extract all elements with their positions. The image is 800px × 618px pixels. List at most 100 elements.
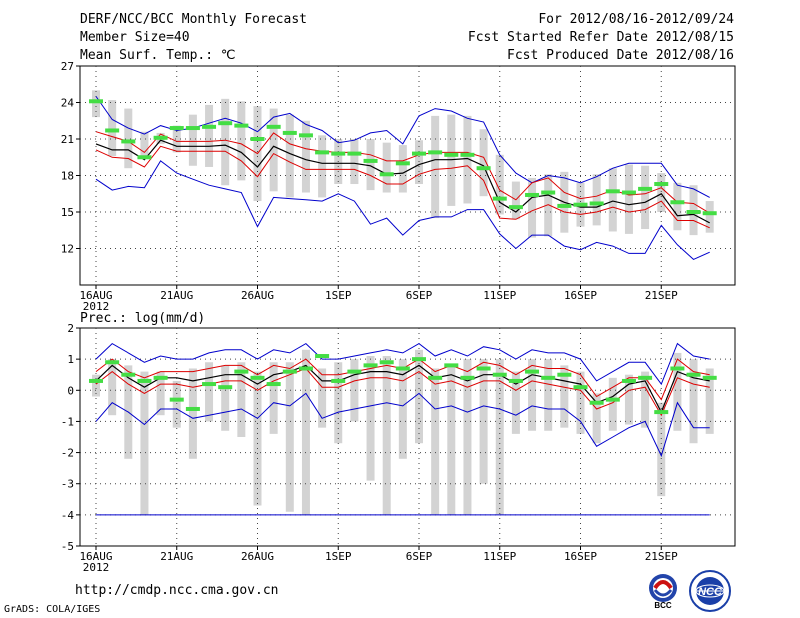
prec-ensemble-bar [318, 368, 327, 428]
temp-ensemble-bar [463, 115, 472, 204]
temp-ensemble-bar [431, 115, 440, 219]
ncc-logo: NCC [689, 570, 731, 612]
source-url[interactable]: http://cmdp.ncc.cma.gov.cn [75, 583, 279, 598]
prec-median-mark [347, 369, 362, 374]
prec-median-mark [250, 375, 265, 380]
member-size: Member Size=40 [80, 30, 190, 45]
prec-median-mark [460, 375, 475, 380]
prec-median-mark [282, 369, 297, 374]
prec-median-mark [121, 372, 136, 377]
temp-ytick-label: 24 [61, 97, 75, 110]
temp-ensemble-bar [528, 177, 537, 238]
temp-ensemble-bar [479, 129, 488, 197]
prec-ytick-label: 2 [67, 322, 74, 335]
temp-median-mark [121, 139, 136, 144]
prec-xtick-label: 6SEP [406, 550, 433, 563]
temp-median-mark [347, 151, 362, 156]
prec-ensemble-bar [447, 365, 456, 515]
temp-median-mark [185, 126, 200, 131]
prec-ensemble-bar [92, 374, 100, 397]
prec-ensemble-bar [608, 377, 617, 431]
temp-ensemble-bar [301, 120, 310, 193]
prec-ensemble-bar [205, 362, 214, 422]
temp-xtick-label: 16AUG [79, 289, 112, 302]
prec-median-mark [621, 378, 636, 383]
prec-ensemble-bar [576, 371, 585, 434]
temp-median-mark [557, 203, 572, 208]
prec-median-mark [331, 378, 346, 383]
temp-median-mark [444, 152, 459, 157]
prec-median-mark [89, 378, 103, 383]
prec-median-mark [670, 366, 685, 371]
temp-median-mark [315, 150, 330, 155]
temp-median-mark [541, 190, 556, 195]
ncc-logo-text: NCC [698, 586, 723, 598]
prec-ytick-label: -4 [61, 509, 75, 522]
temp-panel: 12 15 18 21 24 27 16AUG 21AUG 26AUG 1SEP 6SEP 11SEP… [61, 60, 736, 313]
prec-plot-frame [79, 327, 736, 547]
temp-median-mark [137, 155, 152, 160]
temp-median-mark [202, 124, 217, 129]
prec-median-mark [363, 363, 378, 368]
prec-median-mark [137, 378, 152, 383]
prec-ensemble-bar [237, 362, 246, 437]
temp-xtick-label: 21AUG [160, 289, 193, 302]
temp-line-mean [95, 139, 710, 224]
prec-median-mark [525, 369, 540, 374]
temp-median-mark [234, 123, 249, 128]
forecast-produced-date: Fcst Produced Date 2012/08/16 [507, 48, 734, 63]
temp-median-mark [589, 201, 604, 206]
temp-median-mark [428, 150, 443, 155]
prec-xtick-year: 2012 [83, 561, 110, 574]
temp-ensemble-bar [221, 98, 230, 186]
prec-ensemble-bar [592, 393, 601, 444]
grads-credit: GrADS: COLA/IGES [4, 604, 101, 615]
temp-ensemble-bar [511, 181, 520, 220]
temp-median-mark [266, 124, 281, 129]
prec-xtick-label: 16AUG [79, 550, 112, 563]
prec-median-mark [266, 382, 281, 387]
temp-ensemble-bar [124, 108, 133, 169]
prec-xtick-label: 1SEP [325, 550, 352, 563]
prec-panel: -5 -4 -3 -2 -1 0 1 2 16AUG 21AUG 26AUG 1SEP 6SEP 11SE… [61, 322, 736, 574]
prec-ensemble-bar [301, 349, 310, 515]
temp-ensemble-bar [92, 90, 100, 118]
prec-median-mark [541, 375, 556, 380]
prec-ensemble-bar [140, 371, 149, 515]
prec-line-min [95, 392, 710, 458]
temp-ensemble-bar [382, 142, 391, 193]
temp-median-mark [105, 128, 120, 133]
prec-median-mark [185, 406, 200, 411]
bcc-logo: BCC [649, 574, 677, 610]
prec-xtick-label: 26AUG [241, 550, 274, 563]
variable-label: Mean Surf. Temp.: ℃ [80, 48, 236, 63]
prec-ytick-label: -1 [61, 415, 74, 428]
prec-median-mark [169, 397, 184, 402]
prec-ensemble-bar [398, 359, 407, 459]
prec-ytick-label: -5 [61, 540, 74, 553]
temp-ytick-label: 12 [61, 243, 74, 256]
temp-ytick-label: 27 [61, 60, 74, 73]
temp-ensemble-bar [140, 131, 149, 157]
prec-ensemble-bar [463, 359, 472, 515]
prec-median-mark [202, 382, 217, 387]
prec-ensemble-bar [673, 352, 682, 431]
temp-median-mark [153, 135, 168, 140]
prec-median-mark [153, 375, 168, 380]
temp-ensemble-bar [641, 165, 650, 230]
prec-median-mark [298, 366, 313, 371]
prec-median-mark [557, 372, 572, 377]
prec-line-max [95, 342, 710, 386]
temp-median-mark [89, 99, 103, 104]
prec-median-mark [395, 366, 410, 371]
temp-line-min [95, 160, 710, 260]
temp-xtick-label: 6SEP [406, 289, 433, 302]
prec-median-mark [379, 360, 394, 365]
prec-median-mark [315, 354, 330, 359]
prec-median-mark [702, 375, 717, 380]
temp-median-mark [654, 182, 669, 187]
temp-median-mark [525, 192, 540, 197]
prec-median-mark [444, 363, 459, 368]
temp-ensemble-bar [592, 174, 601, 226]
